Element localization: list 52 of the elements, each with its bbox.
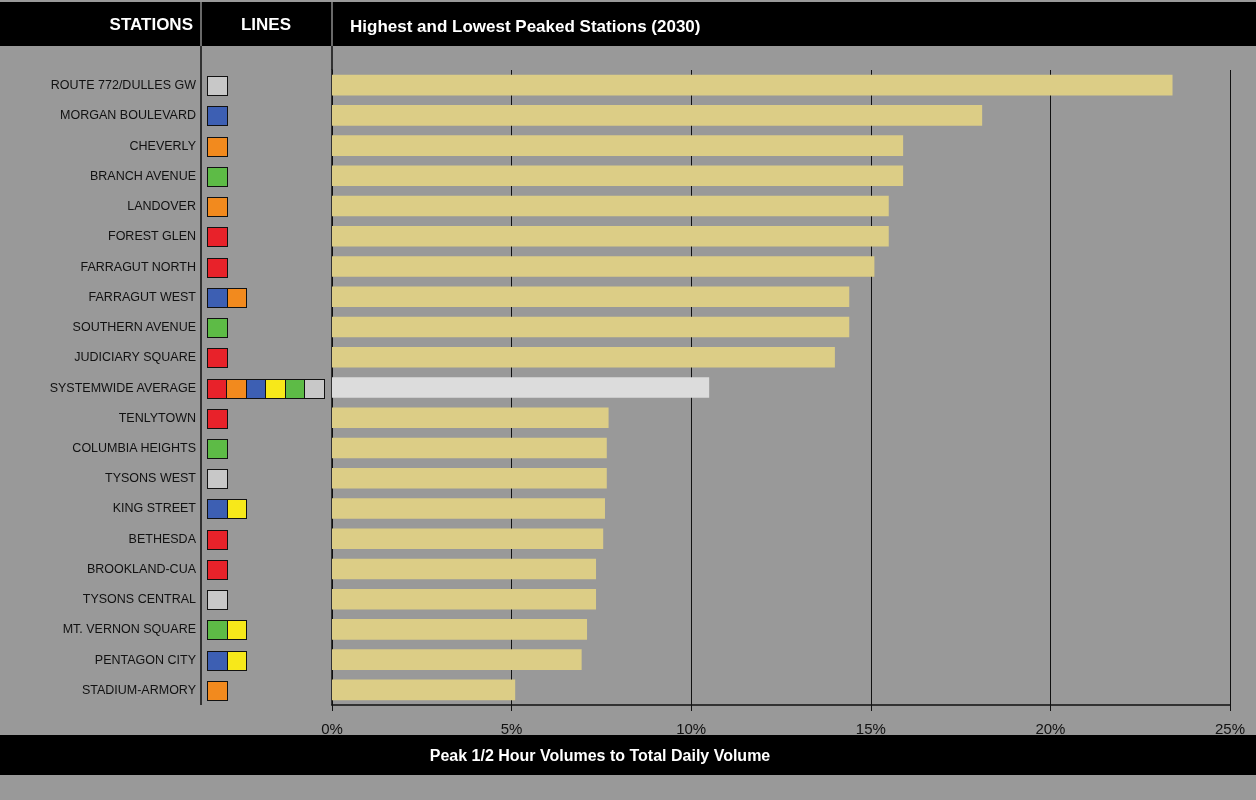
bar: [332, 467, 607, 489]
y-tick-label: BROOKLAND-CUA: [86, 561, 197, 576]
y-tick-label: TYSONS WEST: [105, 471, 197, 486]
bar: [332, 256, 875, 277]
y-tick-label: FOREST GLEN: [108, 229, 196, 244]
bar: [332, 619, 588, 640]
bar: [332, 346, 835, 368]
x-tick-label: 0%: [321, 720, 343, 737]
bar: [332, 105, 983, 126]
y-tick-label: CHEVERLY: [129, 138, 197, 153]
bar: [332, 135, 904, 156]
text: STATIONS: [109, 14, 193, 34]
y-tick-label: SOUTHERN AVENUE: [72, 320, 196, 335]
bar: [332, 226, 889, 247]
y-tick-label: JUDICIARY SQUARE: [74, 350, 196, 365]
bar: [332, 74, 1173, 96]
text: LINES: [240, 14, 292, 34]
bar: [332, 407, 609, 429]
bar: [332, 195, 889, 217]
chart-title: Highest and Lowest Peaked Stations (2030): [350, 17, 701, 36]
y-tick-label: KING STREET: [112, 501, 197, 516]
y-tick-label: SYSTEMWIDE AVERAGE: [49, 380, 196, 395]
x-tick-label: 20%: [1035, 720, 1066, 737]
bar: [332, 165, 904, 187]
y-tick-label: MORGAN BOULEVARD: [60, 108, 196, 123]
bar: [332, 588, 597, 610]
y-tick-label: TYSONS CENTRAL: [82, 592, 197, 607]
x-tick-label: 25%: [1214, 720, 1246, 737]
y-tick-label: FARRAGUT WEST: [88, 289, 197, 304]
y-tick-label: ROUTE 772/DULLES GW: [50, 78, 197, 93]
y-tick-label: COLUMBIA HEIGHTS: [72, 440, 196, 455]
bar: [332, 377, 710, 398]
y-tick-label: MT. VERNON SQUARE: [62, 622, 196, 637]
bar: [332, 558, 597, 580]
bar: [332, 498, 605, 519]
y-tick-label: PENTAGON CITY: [94, 652, 197, 667]
bar: [332, 437, 607, 459]
y-tick-label: BETHESDA: [128, 531, 197, 546]
x-tick-label: 5%: [500, 720, 523, 737]
bar: [332, 679, 516, 701]
x-tick-label: 15%: [855, 720, 886, 737]
x-axis-title: Peak 1/2 Hour Volumes to Total Daily Volume: [429, 746, 771, 764]
bar: [332, 286, 850, 308]
y-tick-label: TENLYTOWN: [118, 410, 196, 425]
y-tick-label: LANDOVER: [127, 199, 196, 214]
bar: [332, 528, 604, 549]
y-tick-label: BRANCH AVENUE: [89, 168, 196, 183]
bar: [332, 316, 850, 338]
x-tick-label: 10%: [676, 720, 707, 737]
y-tick-label: FARRAGUT NORTH: [80, 259, 196, 274]
bar: [332, 649, 582, 670]
y-tick-label: STADIUM-ARMORY: [81, 682, 197, 697]
